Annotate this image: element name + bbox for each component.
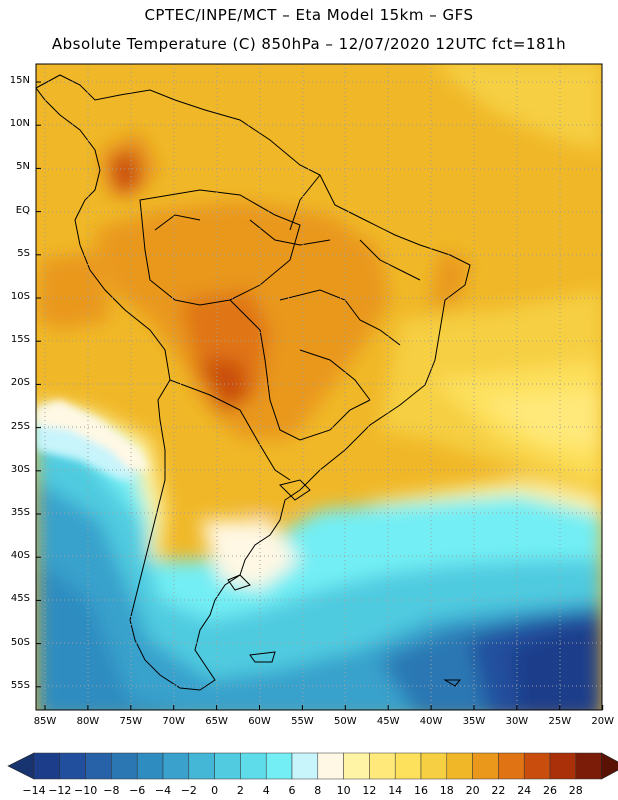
colorbar-label: −12 bbox=[48, 784, 72, 797]
lon-label: 55W bbox=[291, 716, 314, 727]
lat-label: 45S bbox=[10, 593, 30, 605]
colorbar-box bbox=[549, 752, 577, 780]
colorbar-box bbox=[188, 752, 215, 780]
colorbar-label: −8 bbox=[103, 784, 120, 797]
lat-label: 10N bbox=[9, 118, 30, 130]
lon-label: 50W bbox=[333, 716, 357, 727]
colorbar-box bbox=[240, 752, 267, 780]
lat-label: 15N bbox=[9, 75, 30, 86]
colorbar-box bbox=[214, 752, 241, 780]
colorbar-box bbox=[111, 752, 138, 780]
temperature-field bbox=[36, 64, 602, 710]
colorbar-box bbox=[343, 752, 370, 780]
colorbar-box bbox=[420, 752, 448, 780]
colorbar-label: 18 bbox=[439, 784, 454, 797]
colorbar-box bbox=[162, 752, 190, 780]
colorbar bbox=[7, 752, 618, 780]
colorbar-over-arrow bbox=[601, 752, 618, 780]
lon-label: 20W bbox=[591, 716, 614, 727]
lat-label: 5N bbox=[16, 161, 30, 173]
lon-label: 60W bbox=[248, 716, 271, 727]
colorbar-box bbox=[85, 752, 112, 780]
colorbar-box bbox=[265, 752, 293, 780]
colorbar-label: −2 bbox=[180, 784, 197, 797]
lat-label: 30S bbox=[10, 463, 30, 475]
colorbar-label: 20 bbox=[465, 784, 480, 797]
colorbar-label: 28 bbox=[568, 784, 583, 797]
lon-label: 30W bbox=[505, 716, 529, 727]
lat-label: EQ bbox=[15, 204, 30, 216]
colorbar-label: 6 bbox=[288, 784, 296, 797]
lat-label: 55S bbox=[10, 679, 30, 691]
map-frame bbox=[35, 63, 603, 711]
colorbar-box bbox=[394, 752, 422, 780]
lon-label: 35W bbox=[462, 716, 486, 727]
lon-label: 85W bbox=[33, 716, 57, 727]
colorbar-box bbox=[33, 752, 61, 780]
colorbar-label: 4 bbox=[262, 784, 270, 797]
lat-label: 40S bbox=[10, 550, 30, 562]
colorbar-label: 12 bbox=[362, 784, 377, 797]
lat-label: 35S bbox=[10, 507, 30, 518]
colorbar-box bbox=[59, 752, 86, 780]
colorbar-box bbox=[369, 752, 396, 780]
lat-label: 10S bbox=[10, 291, 30, 302]
lat-label: 5S bbox=[17, 247, 30, 259]
colorbar-label: 2 bbox=[236, 784, 244, 797]
lat-label: 20S bbox=[10, 377, 30, 389]
colorbar-box bbox=[136, 752, 164, 780]
lat-label: 50S bbox=[10, 636, 30, 648]
colorbar-label: −4 bbox=[154, 784, 172, 797]
lon-label: 40W bbox=[419, 716, 443, 727]
lon-label: 45W bbox=[376, 716, 400, 727]
colorbar-label: −6 bbox=[129, 784, 146, 797]
title-line-2: Absolute Temperature (C) 850hPa – 12/07/… bbox=[51, 35, 567, 53]
lon-label: 80W bbox=[76, 716, 100, 727]
colorbar-label: 10 bbox=[336, 784, 351, 797]
colorbar-box bbox=[317, 752, 344, 780]
colorbar-label: 22 bbox=[491, 784, 506, 797]
colorbar-under-arrow bbox=[7, 752, 35, 780]
lon-label: 70W bbox=[162, 716, 185, 727]
colorbar-label: 24 bbox=[517, 784, 532, 797]
colorbar-label: 16 bbox=[414, 784, 428, 797]
lat-label: 15S bbox=[10, 334, 30, 346]
colorbar-box bbox=[472, 752, 499, 780]
colorbar-box bbox=[575, 752, 602, 780]
lon-label: 25W bbox=[548, 716, 572, 727]
coastlines bbox=[36, 74, 471, 691]
colorbar-box bbox=[291, 752, 319, 780]
title-line-1: CPTEC/INPE/MCT – Eta Model 15km – GFS bbox=[144, 6, 474, 24]
axis-ticks bbox=[36, 81, 604, 710]
colorbar-label: 0 bbox=[211, 784, 219, 797]
colorbar-label: 8 bbox=[314, 784, 322, 797]
colorbar-box bbox=[498, 752, 525, 780]
colorbar-box bbox=[446, 752, 473, 780]
colorbar-label: 14 bbox=[388, 784, 403, 797]
colorbar-label: 26 bbox=[543, 784, 557, 797]
lat-label: 25S bbox=[10, 420, 30, 432]
lon-label: 75W bbox=[119, 716, 143, 727]
colorbar-label: −14 bbox=[22, 784, 46, 797]
colorbar-label: −10 bbox=[73, 784, 98, 797]
lon-label: 65W bbox=[205, 716, 228, 727]
colorbar-box bbox=[523, 752, 551, 780]
